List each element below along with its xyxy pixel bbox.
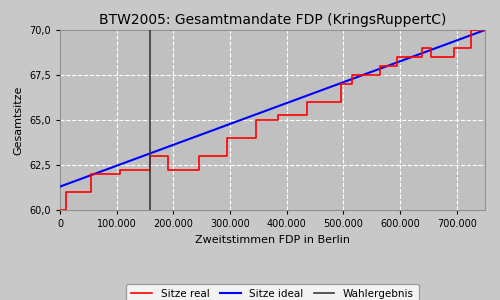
Sitze real — [377, 64, 383, 68]
Sitze real — [418, 55, 424, 59]
Sitze real — [252, 136, 258, 140]
X-axis label: Zweitstimmen FDP in Berlin: Zweitstimmen FDP in Berlin — [195, 235, 350, 244]
Sitze real — [482, 28, 488, 32]
Sitze real — [349, 73, 355, 77]
Sitze real — [468, 46, 474, 50]
Line: Sitze real: Sitze real — [60, 30, 485, 210]
Sitze real — [88, 190, 94, 194]
Sitze real — [338, 82, 344, 86]
Sitze real — [57, 208, 63, 212]
Sitze real — [349, 82, 355, 86]
Sitze real — [394, 64, 400, 68]
Y-axis label: Gesamtsitze: Gesamtsitze — [14, 85, 24, 155]
Sitze real — [196, 169, 202, 172]
Sitze real — [451, 46, 457, 50]
Sitze real — [451, 55, 457, 59]
Sitze real — [418, 46, 424, 50]
Sitze real — [116, 172, 122, 176]
Legend: Sitze real, Sitze ideal, Wahlergebnis: Sitze real, Sitze ideal, Wahlergebnis — [126, 284, 419, 300]
Sitze real — [468, 28, 474, 32]
Sitze real — [62, 190, 68, 194]
Sitze real — [224, 136, 230, 140]
Sitze real — [146, 154, 152, 158]
Sitze real — [428, 55, 434, 59]
Sitze real — [196, 154, 202, 158]
Sitze real — [304, 100, 310, 104]
Sitze real — [252, 118, 258, 122]
Sitze real — [164, 154, 170, 158]
Sitze real — [224, 154, 230, 158]
Sitze real — [275, 113, 281, 116]
Sitze real — [377, 73, 383, 77]
Sitze real — [275, 118, 281, 122]
Sitze real — [428, 46, 434, 50]
Sitze real — [304, 113, 310, 116]
Sitze real — [116, 169, 122, 172]
Sitze real — [394, 55, 400, 59]
Title: BTW2005: Gesamtmandate FDP (KringsRuppertC): BTW2005: Gesamtmandate FDP (KringsRupper… — [99, 14, 446, 27]
Sitze real — [88, 172, 94, 176]
Sitze real — [164, 169, 170, 172]
Sitze real — [338, 100, 344, 104]
Sitze real — [62, 208, 68, 212]
Sitze real — [146, 169, 152, 172]
